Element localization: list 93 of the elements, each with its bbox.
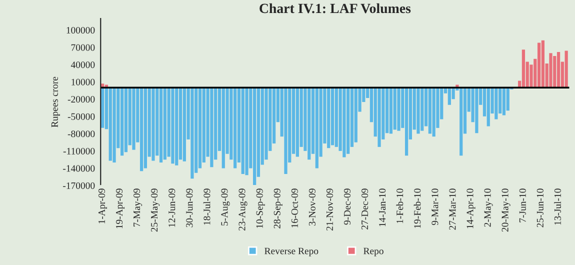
- x-tick-label: 1-Apr-09: [98, 188, 107, 224]
- x-tick-label: 10-Sep-09: [256, 188, 265, 228]
- bar: [315, 88, 318, 168]
- bar: [124, 88, 128, 152]
- bar: [549, 53, 552, 88]
- bar: [152, 88, 155, 161]
- bar: [556, 52, 560, 88]
- bar: [494, 88, 498, 120]
- bar: [502, 88, 506, 116]
- bar: [378, 88, 381, 147]
- legend-label: Reverse Repo: [264, 248, 318, 256]
- x-tick-label: 20-May-10: [502, 188, 510, 232]
- bar: [234, 88, 237, 168]
- bar: [144, 88, 147, 168]
- x-tick-label: 16-Oct-09: [291, 188, 298, 228]
- x-tick-label: 14-Jan-10: [379, 188, 386, 226]
- chart-title: Chart IV.1: LAF Volumes: [260, 3, 411, 14]
- bar: [432, 88, 436, 137]
- bar: [120, 88, 124, 156]
- x-tick-label: 25-Jun-10: [536, 188, 544, 228]
- x-tick-label: 30-Jun-09: [186, 188, 193, 228]
- bar: [460, 88, 463, 156]
- x-tick-label: 7-May-09: [133, 188, 142, 227]
- y-tick-label: -140000: [63, 165, 95, 172]
- y-tick-label: 100000: [66, 26, 95, 34]
- bar: [541, 40, 545, 88]
- y-tick-label: -20000: [68, 96, 95, 103]
- x-tick-label: 1-Feb-10: [396, 188, 404, 224]
- bar: [327, 88, 330, 148]
- bar: [393, 88, 396, 130]
- y-tick-label: -80000: [68, 130, 95, 138]
- y-tick-label: -50000: [68, 113, 95, 120]
- bar: [448, 88, 451, 105]
- bar: [346, 88, 350, 154]
- bar: [308, 88, 311, 160]
- x-tick-label: 19-Apr-09: [116, 188, 125, 228]
- x-tick-label: 9-Mar-10: [432, 188, 438, 226]
- x-tick-label: 14-Apr-10: [466, 188, 476, 228]
- bar: [564, 50, 568, 88]
- bar: [397, 88, 400, 131]
- x-tick-label: 5-Aug-09: [221, 188, 230, 226]
- bar: [222, 88, 225, 168]
- bar: [108, 88, 112, 161]
- bar: [334, 88, 338, 147]
- bar: [420, 88, 424, 131]
- bar: [210, 88, 214, 168]
- x-tick-label: 7-Jun-10: [519, 188, 526, 222]
- bar: [163, 88, 166, 160]
- bar: [112, 88, 116, 162]
- x-tick-label: 3-Nov-09: [308, 188, 316, 226]
- x-tick-label: 9-Dec-09: [344, 188, 351, 225]
- y-tick-label: -170000: [63, 182, 95, 189]
- x-tick-label: 21-Nov-09: [326, 188, 333, 231]
- legend-label: Repo: [364, 248, 384, 256]
- x-tick-label: 23-Aug-09: [238, 188, 248, 231]
- y-axis-title: Rupees crore: [51, 76, 60, 128]
- x-tick-label: 27-Mar-10: [449, 188, 456, 230]
- bar: [241, 88, 244, 174]
- bar: [190, 88, 194, 179]
- y-tick-label: -110000: [63, 148, 95, 154]
- bar: [296, 88, 299, 157]
- y-tick-label: 10000: [72, 78, 95, 86]
- bar: [553, 56, 556, 88]
- bar: [101, 88, 104, 128]
- bar: [522, 50, 526, 88]
- bar: [389, 88, 393, 134]
- bar: [159, 88, 163, 162]
- bar: [537, 42, 541, 88]
- bar: [132, 88, 136, 150]
- bar: [428, 88, 432, 134]
- bar: [140, 88, 144, 172]
- bar: [175, 88, 178, 166]
- bar: [171, 88, 174, 164]
- x-tick-label: 12-Jun-09: [168, 188, 176, 227]
- y-tick-label: 40000: [70, 62, 95, 68]
- bar: [475, 88, 478, 134]
- x-tick-label: 27-Dec-09: [362, 188, 368, 230]
- bar: [284, 88, 288, 174]
- bar: [342, 88, 346, 158]
- x-tick-label: 18-Jul-09: [203, 188, 210, 225]
- bar: [245, 88, 248, 176]
- bar: [330, 88, 334, 146]
- x-tick-label: 25-May-09: [151, 188, 160, 232]
- bar: [253, 88, 256, 186]
- x-tick-label: 28-Sep-09: [274, 188, 282, 228]
- bar: [486, 88, 490, 126]
- x-tick-label: 2-May-10: [484, 188, 493, 227]
- x-tick-label: 19-Feb-10: [414, 188, 421, 228]
- bar: [416, 88, 420, 134]
- y-tick-label: 70000: [71, 44, 95, 51]
- bar: [182, 88, 186, 162]
- x-tick-label: 13-Jul-10: [554, 188, 561, 225]
- bar: [404, 88, 408, 156]
